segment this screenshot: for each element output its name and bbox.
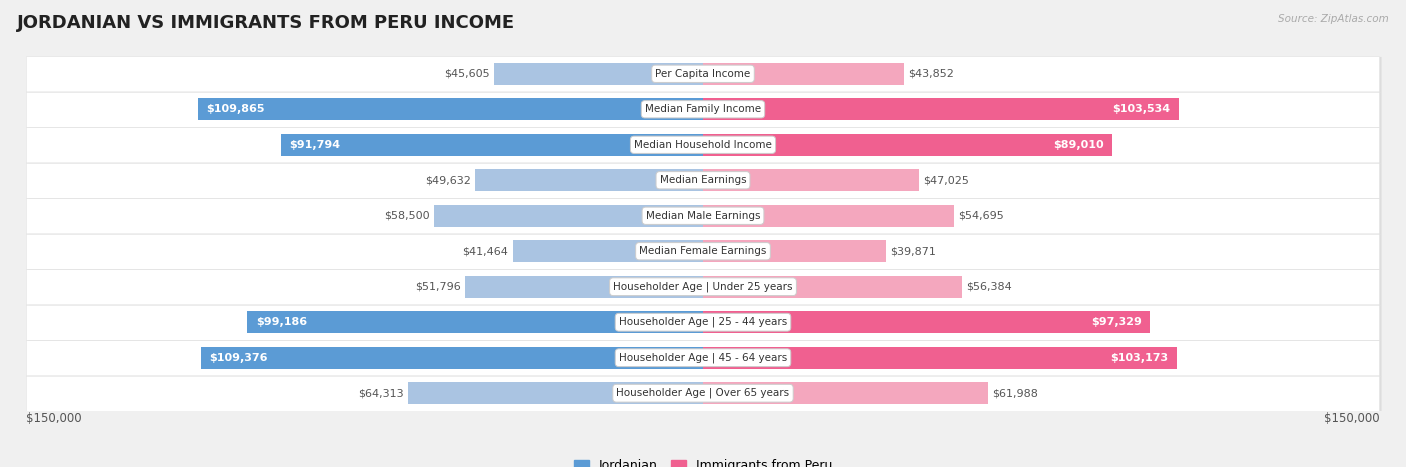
FancyBboxPatch shape bbox=[28, 305, 1382, 341]
Bar bbox=[408, 382, 703, 404]
Bar bbox=[703, 347, 1177, 369]
Bar bbox=[281, 134, 703, 156]
Text: Median Earnings: Median Earnings bbox=[659, 175, 747, 185]
Bar bbox=[703, 240, 886, 262]
Bar bbox=[703, 134, 1112, 156]
FancyBboxPatch shape bbox=[27, 234, 1379, 269]
Bar bbox=[201, 347, 703, 369]
Text: $61,988: $61,988 bbox=[991, 388, 1038, 398]
FancyBboxPatch shape bbox=[28, 270, 1382, 305]
Text: $99,186: $99,186 bbox=[256, 317, 307, 327]
FancyBboxPatch shape bbox=[28, 57, 1382, 92]
Text: Householder Age | Under 25 years: Householder Age | Under 25 years bbox=[613, 282, 793, 292]
Text: Median Family Income: Median Family Income bbox=[645, 104, 761, 114]
FancyBboxPatch shape bbox=[27, 305, 1379, 340]
Text: JORDANIAN VS IMMIGRANTS FROM PERU INCOME: JORDANIAN VS IMMIGRANTS FROM PERU INCOME bbox=[17, 14, 515, 32]
Text: $150,000: $150,000 bbox=[1324, 412, 1379, 425]
Text: Householder Age | Over 65 years: Householder Age | Over 65 years bbox=[616, 388, 790, 398]
Text: $97,329: $97,329 bbox=[1091, 317, 1142, 327]
FancyBboxPatch shape bbox=[28, 199, 1382, 234]
FancyBboxPatch shape bbox=[27, 199, 1379, 234]
Text: $64,313: $64,313 bbox=[359, 388, 404, 398]
Bar bbox=[247, 311, 703, 333]
FancyBboxPatch shape bbox=[28, 128, 1382, 163]
FancyBboxPatch shape bbox=[27, 92, 1379, 127]
Text: $49,632: $49,632 bbox=[425, 175, 471, 185]
Text: $43,852: $43,852 bbox=[908, 69, 955, 79]
Text: $103,534: $103,534 bbox=[1112, 104, 1170, 114]
Bar bbox=[465, 276, 703, 298]
Bar bbox=[703, 169, 920, 191]
Bar bbox=[198, 98, 703, 120]
Bar bbox=[703, 276, 962, 298]
Bar bbox=[703, 311, 1150, 333]
Text: $54,695: $54,695 bbox=[959, 211, 1004, 221]
Text: $91,794: $91,794 bbox=[290, 140, 340, 150]
FancyBboxPatch shape bbox=[27, 57, 1379, 92]
Text: Householder Age | 45 - 64 years: Householder Age | 45 - 64 years bbox=[619, 353, 787, 363]
FancyBboxPatch shape bbox=[27, 128, 1379, 163]
Legend: Jordanian, Immigrants from Peru: Jordanian, Immigrants from Peru bbox=[574, 459, 832, 467]
FancyBboxPatch shape bbox=[28, 92, 1382, 128]
Text: $109,865: $109,865 bbox=[207, 104, 266, 114]
Bar bbox=[703, 205, 955, 227]
Text: $58,500: $58,500 bbox=[385, 211, 430, 221]
Bar bbox=[703, 98, 1178, 120]
Text: Source: ZipAtlas.com: Source: ZipAtlas.com bbox=[1278, 14, 1389, 24]
Bar bbox=[434, 205, 703, 227]
Text: $47,025: $47,025 bbox=[924, 175, 969, 185]
Text: Median Household Income: Median Household Income bbox=[634, 140, 772, 150]
Bar bbox=[494, 63, 703, 85]
FancyBboxPatch shape bbox=[27, 163, 1379, 198]
Text: $103,173: $103,173 bbox=[1111, 353, 1168, 363]
Text: $150,000: $150,000 bbox=[27, 412, 82, 425]
Text: Median Female Earnings: Median Female Earnings bbox=[640, 246, 766, 256]
Text: $109,376: $109,376 bbox=[209, 353, 267, 363]
Text: $39,871: $39,871 bbox=[890, 246, 936, 256]
Text: Householder Age | 25 - 44 years: Householder Age | 25 - 44 years bbox=[619, 317, 787, 327]
Bar bbox=[513, 240, 703, 262]
FancyBboxPatch shape bbox=[27, 270, 1379, 305]
Bar bbox=[703, 382, 987, 404]
FancyBboxPatch shape bbox=[28, 234, 1382, 270]
Text: $41,464: $41,464 bbox=[463, 246, 509, 256]
FancyBboxPatch shape bbox=[28, 163, 1382, 199]
Bar bbox=[475, 169, 703, 191]
Text: $89,010: $89,010 bbox=[1053, 140, 1104, 150]
Text: $45,605: $45,605 bbox=[444, 69, 489, 79]
Bar bbox=[703, 63, 904, 85]
Text: $56,384: $56,384 bbox=[966, 282, 1012, 292]
Text: Median Male Earnings: Median Male Earnings bbox=[645, 211, 761, 221]
Text: Per Capita Income: Per Capita Income bbox=[655, 69, 751, 79]
FancyBboxPatch shape bbox=[27, 376, 1379, 411]
FancyBboxPatch shape bbox=[28, 341, 1382, 376]
FancyBboxPatch shape bbox=[27, 341, 1379, 376]
FancyBboxPatch shape bbox=[28, 376, 1382, 412]
Text: $51,796: $51,796 bbox=[415, 282, 461, 292]
